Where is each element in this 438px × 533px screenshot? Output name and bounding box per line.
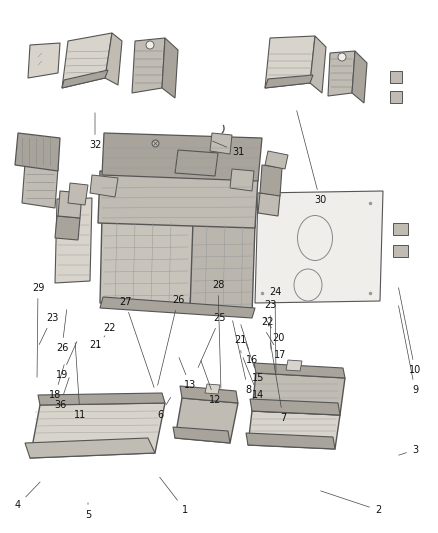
Polygon shape <box>230 169 254 191</box>
Text: 10: 10 <box>399 288 421 375</box>
Circle shape <box>146 41 154 49</box>
Text: 28: 28 <box>212 280 224 388</box>
Polygon shape <box>265 75 313 88</box>
Text: 24: 24 <box>269 287 281 372</box>
Text: 3: 3 <box>399 445 418 455</box>
Polygon shape <box>28 43 60 78</box>
Text: 13: 13 <box>179 358 196 390</box>
Text: 23: 23 <box>39 313 58 344</box>
Text: 6: 6 <box>157 398 170 420</box>
Polygon shape <box>38 393 165 405</box>
Text: 26: 26 <box>56 310 68 353</box>
Text: 18: 18 <box>49 365 64 400</box>
Ellipse shape <box>294 269 322 301</box>
Polygon shape <box>30 403 165 458</box>
Polygon shape <box>58 191 82 218</box>
Polygon shape <box>255 191 383 303</box>
Polygon shape <box>258 193 280 216</box>
Text: 27: 27 <box>119 297 154 387</box>
Polygon shape <box>25 438 155 458</box>
Text: 22: 22 <box>104 323 116 337</box>
Circle shape <box>338 53 346 61</box>
Text: 25: 25 <box>198 313 226 367</box>
Polygon shape <box>68 183 88 205</box>
Text: 14: 14 <box>243 358 264 400</box>
Text: 8: 8 <box>233 321 251 395</box>
Text: 9: 9 <box>399 306 418 395</box>
Polygon shape <box>102 133 262 181</box>
Polygon shape <box>100 297 255 318</box>
Text: 19: 19 <box>56 342 77 380</box>
Polygon shape <box>260 165 282 196</box>
Polygon shape <box>55 216 80 240</box>
Text: 5: 5 <box>85 503 91 520</box>
Polygon shape <box>200 221 224 240</box>
Polygon shape <box>55 198 92 283</box>
Text: 21: 21 <box>89 340 101 350</box>
Polygon shape <box>393 223 408 235</box>
Polygon shape <box>352 51 367 103</box>
Polygon shape <box>62 70 108 88</box>
Polygon shape <box>210 133 232 154</box>
Polygon shape <box>205 384 220 394</box>
Polygon shape <box>254 363 345 378</box>
Text: 22: 22 <box>262 317 274 327</box>
Polygon shape <box>265 36 315 88</box>
Text: 12: 12 <box>201 361 221 405</box>
Polygon shape <box>100 215 195 308</box>
Polygon shape <box>265 151 288 169</box>
Text: 4: 4 <box>15 482 40 510</box>
Text: 20: 20 <box>265 317 284 343</box>
Text: 21: 21 <box>234 335 246 353</box>
Text: 2: 2 <box>321 491 381 515</box>
Text: 17: 17 <box>266 333 286 360</box>
Polygon shape <box>62 33 112 88</box>
Text: 15: 15 <box>246 343 264 383</box>
Text: 31: 31 <box>212 141 244 157</box>
Text: 29: 29 <box>32 283 44 377</box>
Polygon shape <box>180 386 238 403</box>
Polygon shape <box>22 163 58 208</box>
Polygon shape <box>173 427 230 443</box>
Polygon shape <box>175 150 218 176</box>
Text: 26: 26 <box>158 295 184 385</box>
Polygon shape <box>162 38 178 98</box>
Polygon shape <box>393 245 408 257</box>
Text: 23: 23 <box>264 300 276 349</box>
Polygon shape <box>190 221 255 315</box>
Polygon shape <box>328 51 355 96</box>
Text: 7: 7 <box>270 343 286 423</box>
Polygon shape <box>252 373 345 415</box>
Polygon shape <box>90 175 118 197</box>
Polygon shape <box>250 399 340 415</box>
Text: 16: 16 <box>241 325 258 365</box>
Text: 30: 30 <box>297 111 326 205</box>
Polygon shape <box>390 71 402 83</box>
Text: 36: 36 <box>54 378 69 410</box>
Ellipse shape <box>297 215 332 261</box>
Polygon shape <box>286 360 302 371</box>
Polygon shape <box>15 133 60 171</box>
Polygon shape <box>390 91 402 103</box>
Polygon shape <box>310 36 326 93</box>
Polygon shape <box>175 398 238 443</box>
Text: 1: 1 <box>160 477 188 515</box>
Polygon shape <box>98 171 258 228</box>
Polygon shape <box>132 38 165 93</box>
Polygon shape <box>246 433 335 449</box>
Text: 32: 32 <box>89 113 101 150</box>
Polygon shape <box>215 200 248 225</box>
Text: 11: 11 <box>74 343 86 420</box>
Polygon shape <box>248 411 340 449</box>
Polygon shape <box>105 33 122 85</box>
